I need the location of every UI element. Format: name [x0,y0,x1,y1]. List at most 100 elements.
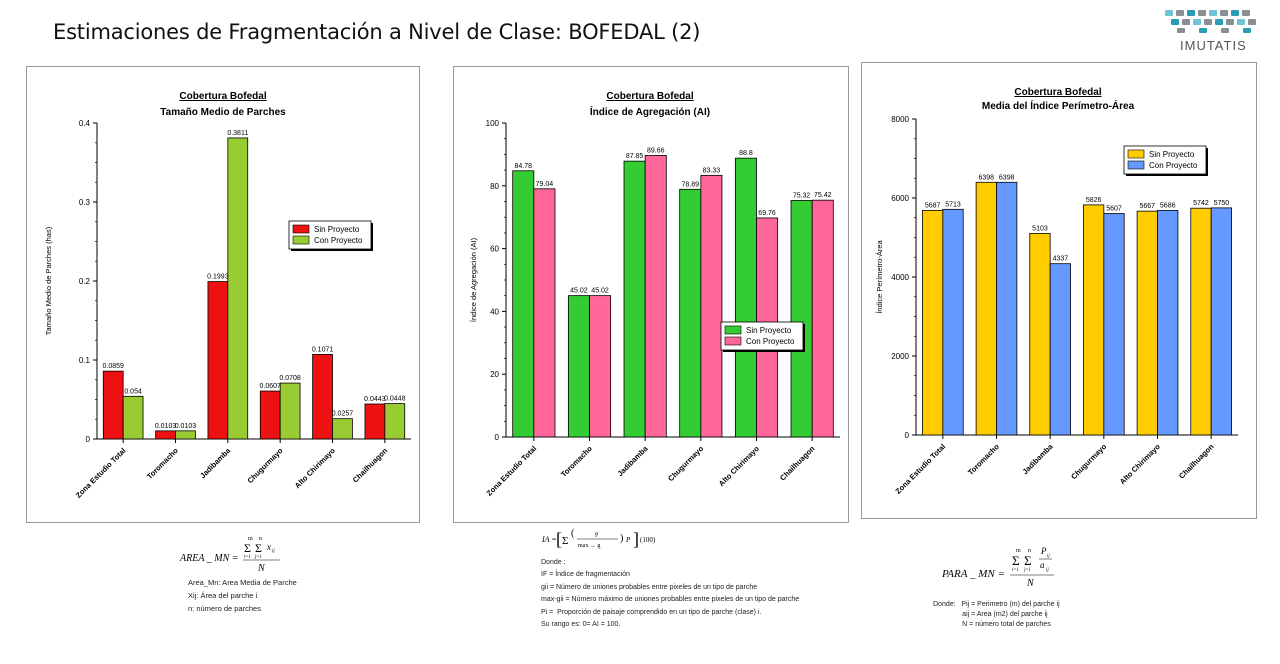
chart-panel-2: Cobertura Bofedal Índice de Agregación (A… [453,66,849,523]
chart-3-bar-sin [1136,210,1158,436]
ai-formula: IA = [ Σ ( g max → g ) P ] (100) [541,528,656,549]
chart-3-ytick-label: 4000 [891,273,909,282]
logo-icon [1165,10,1256,33]
chart-2-ytick-label: 40 [490,307,499,316]
chart-1-bar-con [175,430,196,440]
para-mn-formula: PARA _ MN = m Σ i=1 n Σ j=1 P ij a ij N [941,546,1054,588]
chart-2-legend-label: Con Proyecto [746,337,795,346]
chart-1-category-label: Alto Chirimayo [293,446,337,490]
logo-text: IMUTATIS [1180,38,1247,53]
chart-3-category-label: Zona Estudio Total [894,442,948,496]
chart-1-value-label: 0.3811 [227,130,248,137]
formula-2-note-5: Pi = Proporción de paisaje comprendido e… [541,608,762,616]
svg-text:a: a [1040,560,1045,570]
chart-2-bar-sin [679,188,702,438]
chart-1-bar-sin [155,430,176,440]
chart-1-ylabel: Tamaño Medio de Parches (has) [44,226,53,335]
chart-2-bar-con [589,295,612,438]
formula-1-notes: Area_Mn: Area Media de Parche Xij: Área … [188,576,297,615]
svg-text:(: ( [571,528,575,539]
chart-1-category-label: Toromacho [145,446,180,481]
chart-2-category-label: Zona Estudio Total [485,444,539,498]
chart-3-ylabel: Índice Perímetro-Área [875,239,884,313]
svg-text:N: N [1026,578,1035,588]
chart-1-bar-con [227,137,249,440]
chart-2-title: Cobertura Bofedal [606,91,693,102]
chart-2-value-label: 78.89 [681,181,699,188]
formula-3-note-2: aij = Area (m2) del parche ij [933,611,1048,618]
chart-2-value-label: 83.33 [703,167,721,174]
chart-2-bar-sin [734,157,757,438]
svg-text:max → g: max → g [578,543,600,549]
chart-1-bar-sin [259,390,281,440]
chart-2-legend-label: Sin Proyecto [746,326,792,335]
svg-text:n: n [259,536,262,542]
chart-1-subtitle: Tamaño Medio de Parches [160,107,286,118]
chart-1-ytick-label: 0.1 [79,356,91,365]
chart-2-value-label: 87.85 [626,153,644,160]
chart-1-bar-sin [207,281,229,440]
chart-3-category-label: Alto Chirimayo [1118,442,1162,486]
chart-2-category-label: Chugurmayo [666,444,705,483]
chart-3-value-label: 5607 [1106,206,1122,213]
chart-2-subtitle: Índice de Agregación (AI) [590,105,710,118]
formula-3-notes: Donde: Pij = Perimetro (m) del parche ij… [933,600,1060,630]
formula-2-note-7: Su rango es: 0= AI = 100. [541,621,621,629]
chart-1-ytick-label: 0.3 [79,198,91,207]
formula-1-lhs: AREA _ MN = [179,553,239,564]
chart-1-value-label: 0.0448 [384,396,406,403]
svg-text:g: g [595,531,598,537]
chart-2-category-label: Jadibamba [616,443,651,478]
chart-3-value-label: 6398 [979,174,995,181]
chart-3-bar-con [942,208,964,436]
svg-text:i=1: i=1 [1012,568,1019,573]
chart-1-ytick-label: 0 [86,435,91,444]
svg-text:Σ: Σ [255,541,262,555]
chart-1-bar-con [332,418,353,440]
chart-1-legend-swatch [292,235,310,245]
chart-1-value-label: 0.0859 [103,363,125,370]
chart-2-ytick-label: 80 [490,182,499,191]
chart-1-bar-con [279,382,301,440]
formula-3-note-3: N = número total de parches [933,621,1051,628]
svg-text:j=1: j=1 [1023,568,1031,573]
chart-3-bar-sin [922,209,944,436]
chart-1-bar-con [384,403,406,440]
chart-2-legend-swatch [724,336,742,346]
svg-text:ij: ij [272,549,275,554]
chart-2-bar-con [811,199,834,438]
chart-1-bar-sin [312,353,333,440]
formula-2-notes: Donde : IF = Índice de fragmentación gii… [541,557,799,631]
svg-text:P: P [1040,546,1047,556]
chart-1-value-label: 0.0708 [279,375,301,382]
chart-1-legend-swatch [292,224,310,234]
formula-2-note-2: IF = Índice de fragmentación [541,571,630,579]
chart-3-ytick-label: 0 [905,431,910,440]
chart-3-value-label: 5667 [1140,203,1156,210]
chart-3-value-label: 5742 [1193,200,1209,207]
chart-3-legend-label: Con Proyecto [1149,161,1198,170]
svg-text:m: m [1016,548,1021,554]
formula-1-note-3: n: número de parches [188,604,261,613]
chart-1-value-label: 0.0103 [155,423,177,430]
chart-3-bar-con [996,181,1018,436]
chart-3-category-label: Jadibamba [1021,441,1056,476]
chart-3-legend-swatch [1127,160,1145,170]
formula-1-note-1: Area_Mn: Area Media de Parche [188,578,297,587]
chart-2-bar-con [644,155,667,438]
formula-2-note-1: Donde : [541,559,566,566]
chart-2-value-label: 75.42 [814,192,832,199]
chart-2-bar-sin [623,160,646,438]
page-title: Estimaciones de Fragmentación a Nivel de… [53,20,701,44]
svg-text:(100): (100) [640,536,656,544]
chart-3-value-label: 5103 [1032,225,1048,232]
chart-2-ytick-label: 0 [495,433,500,442]
chart-3-legend-swatch [1127,149,1145,159]
chart-panel-1: Cobertura Bofedal Tamaño Medio de Parches… [26,66,420,523]
chart-3-bar-sin [1029,233,1051,436]
chart-2-category-label: Toromacho [559,444,594,479]
svg-text:m: m [248,536,253,542]
formula-2-note-4: max-gii = Número máximo de uniones proba… [541,596,800,604]
chart-1-value-label: 0.1993 [207,274,229,281]
